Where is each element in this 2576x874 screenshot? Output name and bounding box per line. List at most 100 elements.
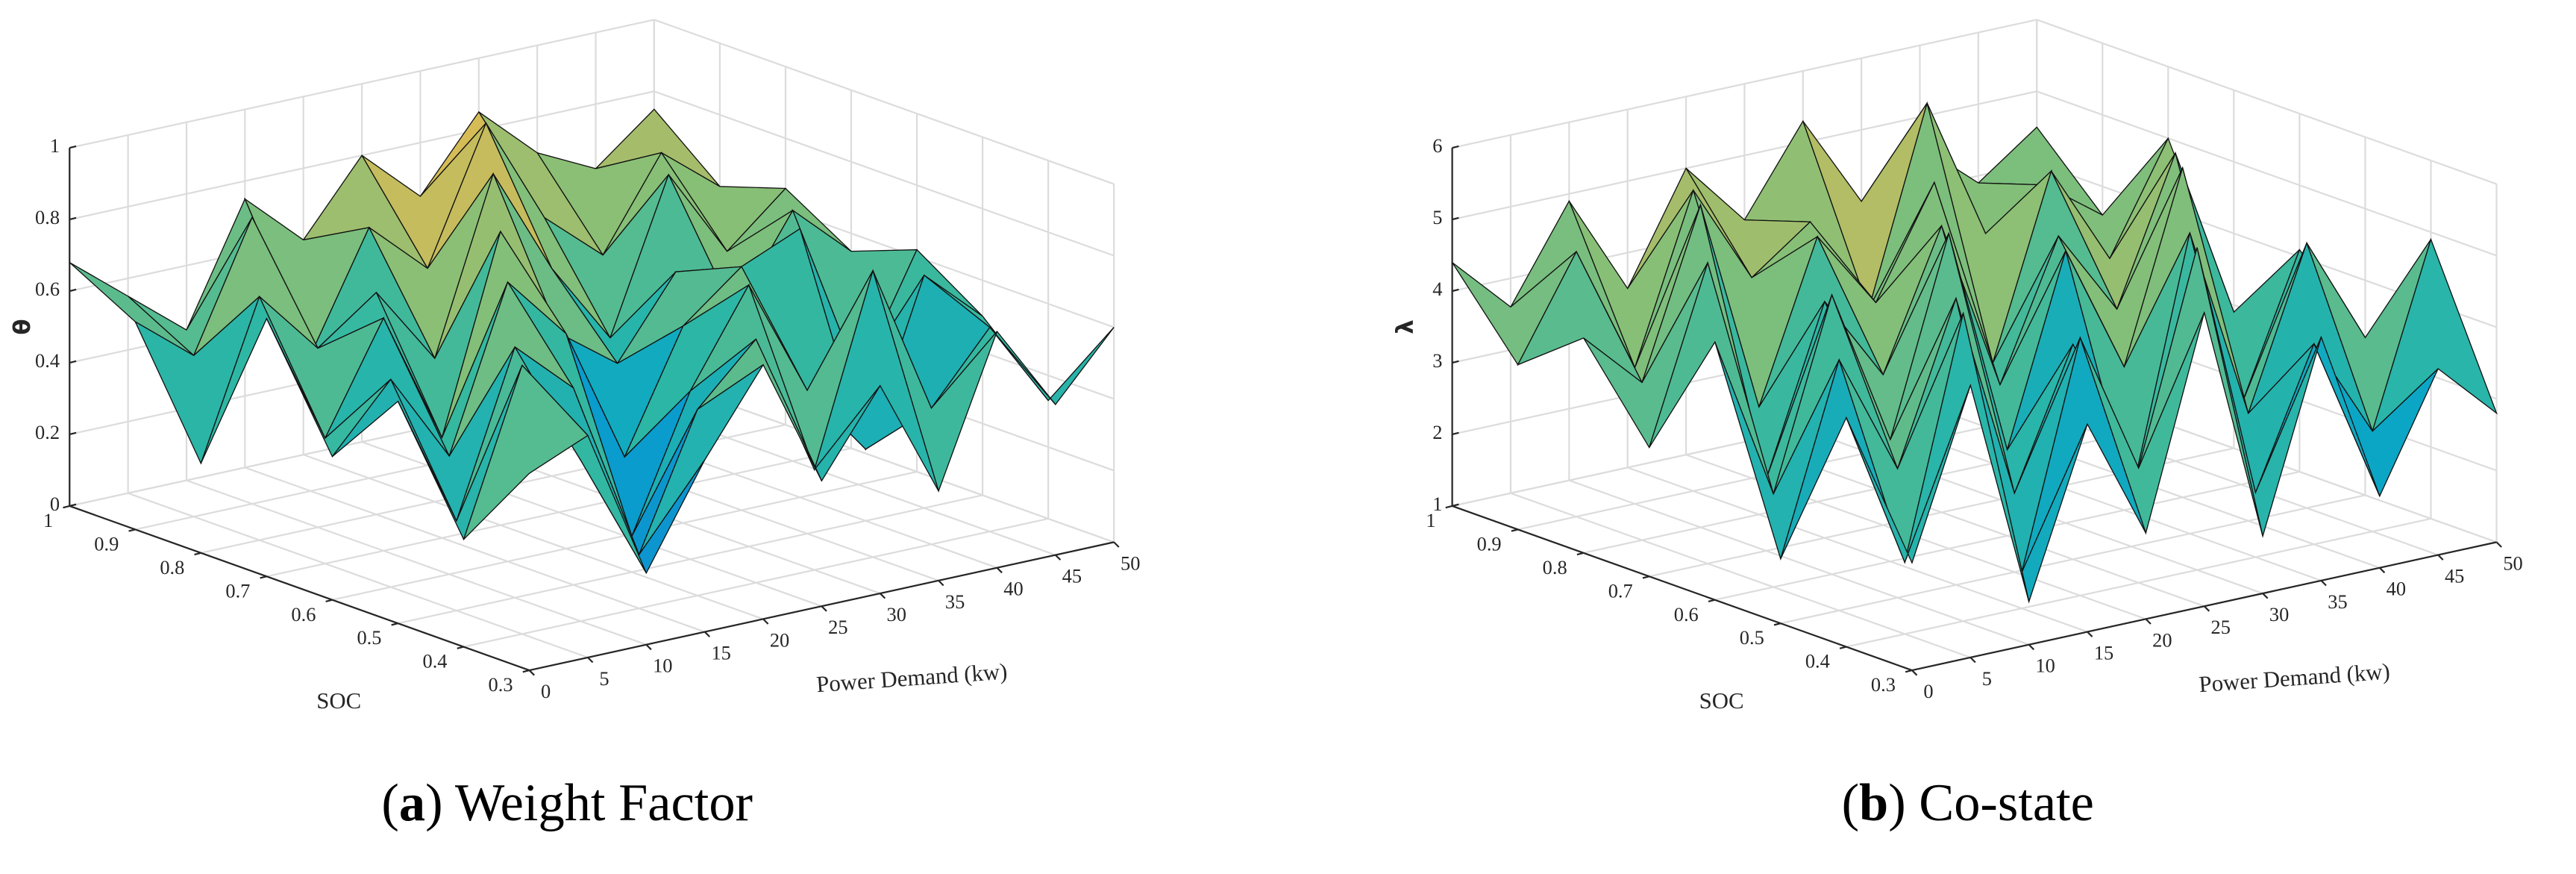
x-tick-label: 15 (2094, 641, 2113, 664)
tick-mark (996, 566, 1003, 574)
grid-line (1714, 470, 2300, 601)
z-tick-label: 1 (1432, 493, 1442, 515)
z-tick-label: 0 (50, 493, 60, 515)
grid-line (128, 492, 589, 658)
tick-mark (703, 631, 711, 637)
tick-mark (2495, 541, 2502, 548)
tick-mark (1452, 288, 1459, 293)
z-tick-label: 0.6 (35, 278, 60, 300)
x-tick-label: 50 (2503, 552, 2522, 574)
y-tick-label: 0.7 (1608, 579, 1633, 602)
grid-line (398, 494, 983, 625)
x-tick-label: 25 (828, 616, 847, 638)
caption-part: a (399, 774, 425, 832)
x-tick-label: 50 (1121, 552, 1140, 574)
caption-part: ( (1842, 774, 1859, 832)
z-tick-label: 5 (1432, 206, 1442, 228)
x-tick-label: 15 (711, 641, 730, 664)
x-tick-label: 0 (541, 680, 551, 702)
surface-facet (1846, 384, 1971, 564)
tick-mark (1452, 431, 1459, 436)
x-tick-label: 30 (887, 603, 906, 625)
surface-facet (463, 364, 589, 540)
grid-line (1452, 90, 2037, 221)
z-tick-label: 0.4 (35, 349, 60, 372)
x-tick-label: 5 (1982, 667, 1992, 690)
tick-mark (69, 431, 77, 436)
grid-line (2036, 19, 2497, 185)
tick-mark (645, 643, 652, 651)
z-tick-label: 2 (1432, 421, 1442, 443)
x-tick-label: 10 (653, 655, 672, 677)
x-tick-label: 35 (2328, 590, 2347, 613)
tick-mark (2145, 618, 2152, 625)
tick-mark (457, 646, 464, 649)
tick-mark (1839, 646, 1847, 649)
grid-line (244, 466, 706, 633)
caption-part: b (1859, 774, 1888, 832)
z-tick-label: 0.8 (35, 206, 60, 228)
tick-mark (69, 503, 77, 508)
tick-mark (194, 552, 201, 556)
tick-mark (63, 505, 70, 509)
tick-mark (1576, 552, 1584, 556)
caption-part: ( (381, 774, 398, 832)
x-tick-label: 20 (770, 628, 789, 651)
tick-mark (2437, 554, 2444, 561)
tick-mark (1708, 599, 1716, 602)
tick-mark (1911, 669, 1918, 676)
caption-part: ) Co-state (1888, 774, 2094, 832)
tick-mark (2087, 631, 2093, 637)
tick-mark (1642, 575, 1650, 579)
tick-mark (1452, 360, 1459, 364)
surface-facet (69, 262, 195, 356)
x-tick-label: 35 (945, 590, 965, 613)
x-tick-label: 45 (1062, 564, 1082, 587)
tick-mark (325, 599, 333, 602)
x-tick-label: 30 (2269, 603, 2289, 625)
z-axis-label: θ (9, 319, 36, 334)
tick-mark (528, 669, 535, 676)
tick-mark (69, 145, 77, 149)
y-tick-label: 1 (43, 509, 53, 531)
x-tick-label: 40 (2387, 578, 2406, 600)
tick-mark (2320, 580, 2327, 587)
tick-mark (938, 580, 944, 587)
y-tick-label: 0.4 (423, 650, 448, 672)
x-tick-label: 10 (2035, 655, 2055, 677)
tick-mark (69, 288, 77, 293)
tick-mark (128, 528, 136, 532)
z-tick-label: 0.2 (35, 421, 60, 443)
y-tick-label: 0.7 (225, 579, 250, 602)
grid-line (654, 19, 1115, 185)
tick-mark (522, 669, 530, 673)
grid-line (1452, 19, 2037, 149)
tick-mark (260, 575, 267, 579)
grid-line (1510, 492, 1971, 658)
grid-line (2036, 90, 2497, 257)
axis-line (1452, 505, 1913, 672)
y-tick-label: 0.8 (160, 556, 184, 578)
grid-line (303, 454, 764, 620)
y-tick-label: 0.3 (489, 673, 513, 696)
y-tick-label: 0.3 (1871, 673, 1896, 696)
grid-line (1846, 517, 2431, 648)
x-tick-label: 45 (2445, 564, 2464, 587)
tick-mark (1055, 554, 1062, 561)
x-tick-label: 5 (599, 667, 609, 690)
caption: (a) Weight Factor (381, 774, 753, 832)
axis-line (529, 541, 1115, 672)
grid-line (1568, 479, 2030, 646)
y-tick-label: 1 (1426, 509, 1435, 531)
x-axis-label: Power Demand (kw) (815, 658, 1008, 697)
z-tick-label: 6 (1432, 134, 1442, 157)
y-tick-label: 0.9 (1477, 532, 1502, 555)
grid-line (69, 19, 655, 149)
grid-line (654, 90, 1115, 257)
tick-mark (587, 657, 594, 664)
tick-mark (69, 360, 77, 364)
z-tick-label: 1 (50, 134, 60, 157)
grid-line (1627, 466, 2088, 633)
y-axis-label: SOC (316, 688, 361, 714)
